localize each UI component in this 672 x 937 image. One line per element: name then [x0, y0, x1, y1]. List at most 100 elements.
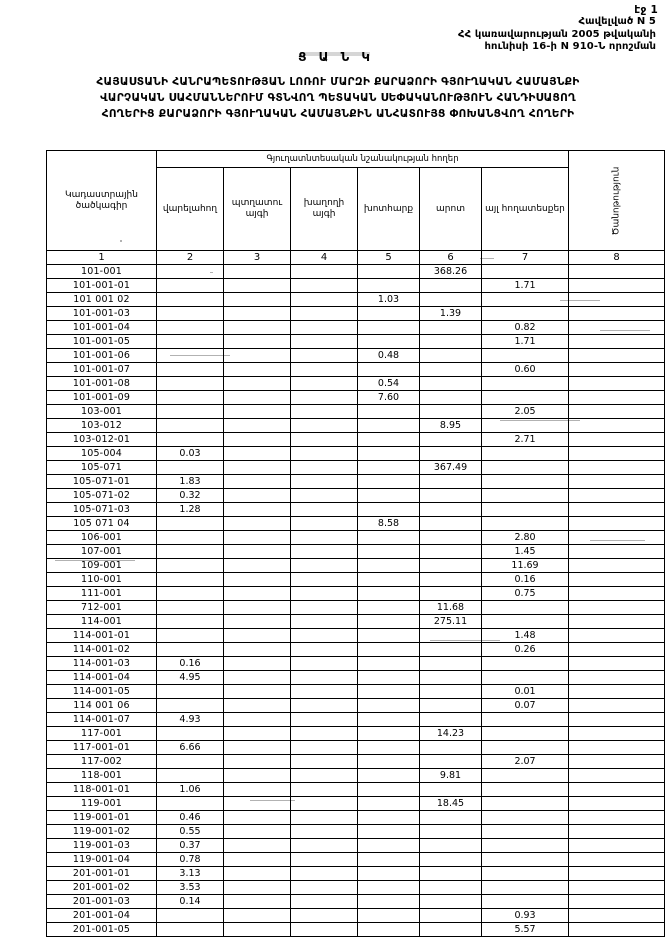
table-row[interactable]: 101 001 02 1.03 — [46, 292, 666, 307]
cell-other-land: 0.16 — [480, 572, 570, 587]
cell-pasture — [419, 278, 482, 293]
table-row[interactable]: 105-071-01 1.83 — [46, 474, 666, 489]
table-row[interactable]: 101-001-04 0.82 — [46, 320, 666, 335]
cell-orchard — [223, 460, 291, 475]
column-header-label: վարելահող — [162, 203, 218, 214]
table-row[interactable]: 119-001-02 0.55 — [46, 824, 666, 839]
cell-pasture: 11.68 — [419, 600, 482, 615]
cell-other-land — [480, 292, 570, 307]
cell-vineyard — [290, 614, 358, 629]
table-row[interactable]: 103-012 8.95 — [46, 418, 666, 433]
table-row[interactable]: 114-001-01 1.48 — [46, 628, 666, 643]
table-row[interactable]: 114-001-07 4.93 — [46, 712, 666, 727]
table-row[interactable]: 101-001-07 0.60 — [46, 362, 666, 377]
cell-notes — [568, 474, 666, 489]
table-row[interactable]: 114 001 06 0.07 — [46, 698, 666, 713]
column-number-3: 3 — [223, 250, 291, 265]
table-row[interactable]: 101-001-08 0.54 — [46, 376, 666, 391]
cell-cadastral-code: 107-001 — [46, 544, 157, 559]
cell-pasture — [419, 446, 482, 461]
table-row[interactable]: 110-001 0.16 — [46, 572, 666, 587]
table-row[interactable]: 114-001-05 0.01 — [46, 684, 666, 699]
cell-arable: 1.06 — [156, 782, 224, 797]
document-heading: Ց Ա Ն Կ — [298, 50, 374, 64]
table-row[interactable]: 105-071-03 1.28 — [46, 502, 666, 517]
cell-arable — [156, 334, 224, 349]
cell-other-land: 11.69 — [480, 558, 570, 573]
cell-notes — [568, 544, 666, 559]
table-row[interactable]: 119-001-04 0.78 — [46, 852, 666, 867]
table-row[interactable]: 105 071 04 8.58 — [46, 516, 666, 531]
table-row[interactable]: 201-001-02 3.53 — [46, 880, 666, 895]
cell-arable: 0.32 — [156, 488, 224, 503]
cell-orchard — [223, 572, 291, 587]
table-row[interactable]: 105-071 367.49 — [46, 460, 666, 475]
table-row[interactable]: 201-001-01 3.13 — [46, 866, 666, 881]
table-row[interactable]: 103-001 2.05 — [46, 404, 666, 419]
cell-arable: 1.83 — [156, 474, 224, 489]
table-row[interactable]: 117-001 14.23 — [46, 726, 666, 741]
table-row[interactable]: 118-001-01 1.06 — [46, 782, 666, 797]
table-row[interactable]: 103-012-01 2.71 — [46, 432, 666, 447]
cell-other-land — [480, 306, 570, 321]
table-row[interactable]: 101-001-01 1.71 — [46, 278, 666, 293]
cell-orchard — [223, 320, 291, 335]
cell-pasture — [419, 628, 482, 643]
table-row[interactable]: 119-001 18.45 — [46, 796, 666, 811]
cell-vineyard — [290, 558, 358, 573]
table-row[interactable]: 101-001-06 0.48 — [46, 348, 666, 363]
cell-pasture — [419, 334, 482, 349]
table-row[interactable]: 106-001 2.80 — [46, 530, 666, 545]
cell-hayfield: 1.03 — [357, 292, 420, 307]
cell-orchard — [223, 614, 291, 629]
cell-arable: 0.37 — [156, 838, 224, 853]
table-row[interactable]: 101-001-05 1.71 — [46, 334, 666, 349]
cell-pasture — [419, 320, 482, 335]
cell-orchard — [223, 586, 291, 601]
table-row[interactable]: 114-001 275.11 — [46, 614, 666, 629]
cell-cadastral-code: 101 001 02 — [46, 292, 157, 307]
cell-vineyard — [290, 768, 358, 783]
cell-vineyard — [290, 278, 358, 293]
table-row[interactable]: 107-001 1.45 — [46, 544, 666, 559]
cell-cadastral-code: 101-001-07 — [46, 362, 157, 377]
cell-cadastral-code: 105-071-01 — [46, 474, 157, 489]
cell-other-land — [480, 446, 570, 461]
cell-pasture — [419, 390, 482, 405]
table-row[interactable]: 117-001-01 6.66 — [46, 740, 666, 755]
table-row[interactable]: 105-004 0.03 — [46, 446, 666, 461]
table-row[interactable]: 119-001-03 0.37 — [46, 838, 666, 853]
cell-cadastral-code: 101-001-09 — [46, 390, 157, 405]
title-line-2: ՎԱՐՉԱԿԱՆ ՍԱՀՄԱՆՆԵՐՈՒՄ ԳՏՆՎՈՂ ՊԵՏԱԿԱՆ ՍԵՓ… — [100, 92, 576, 104]
cell-notes — [568, 264, 666, 279]
cell-hayfield — [357, 530, 420, 545]
table-row[interactable]: 111-001 0.75 — [46, 586, 666, 601]
table-row[interactable]: 119-001-01 0.46 — [46, 810, 666, 825]
cell-other-land — [480, 768, 570, 783]
table-row[interactable]: 114-001-04 4.95 — [46, 670, 666, 685]
cell-vineyard — [290, 698, 358, 713]
table-row[interactable]: 114-001-02 0.26 — [46, 642, 666, 657]
table-row[interactable]: 117-002 2.07 — [46, 754, 666, 769]
table-row[interactable]: 201-001-05 5.57 — [46, 922, 666, 937]
cell-orchard — [223, 880, 291, 895]
cell-other-land: 0.26 — [480, 642, 570, 657]
table-row[interactable]: 105-071-02 0.32 — [46, 488, 666, 503]
table-row[interactable]: 101-001-09 7.60 — [46, 390, 666, 405]
cell-arable — [156, 306, 224, 321]
cell-notes — [568, 460, 666, 475]
table-row[interactable]: 101-001 368.26 — [46, 264, 666, 279]
table-row[interactable]: 201-001-04 0.93 — [46, 908, 666, 923]
table-row[interactable]: 114-001-03 0.16 — [46, 656, 666, 671]
table-row[interactable]: 109-001 11.69 — [46, 558, 666, 573]
cell-orchard — [223, 278, 291, 293]
table-row[interactable]: 118-001 9.81 — [46, 768, 666, 783]
table-row[interactable]: 101-001-03 1.39 — [46, 306, 666, 321]
table-row[interactable]: 201-001-03 0.14 — [46, 894, 666, 909]
cell-orchard — [223, 908, 291, 923]
cell-notes — [568, 418, 666, 433]
cell-arable — [156, 348, 224, 363]
table-row[interactable]: 712-001 11.68 — [46, 600, 666, 615]
cell-arable: 0.14 — [156, 894, 224, 909]
cell-other-land — [480, 726, 570, 741]
